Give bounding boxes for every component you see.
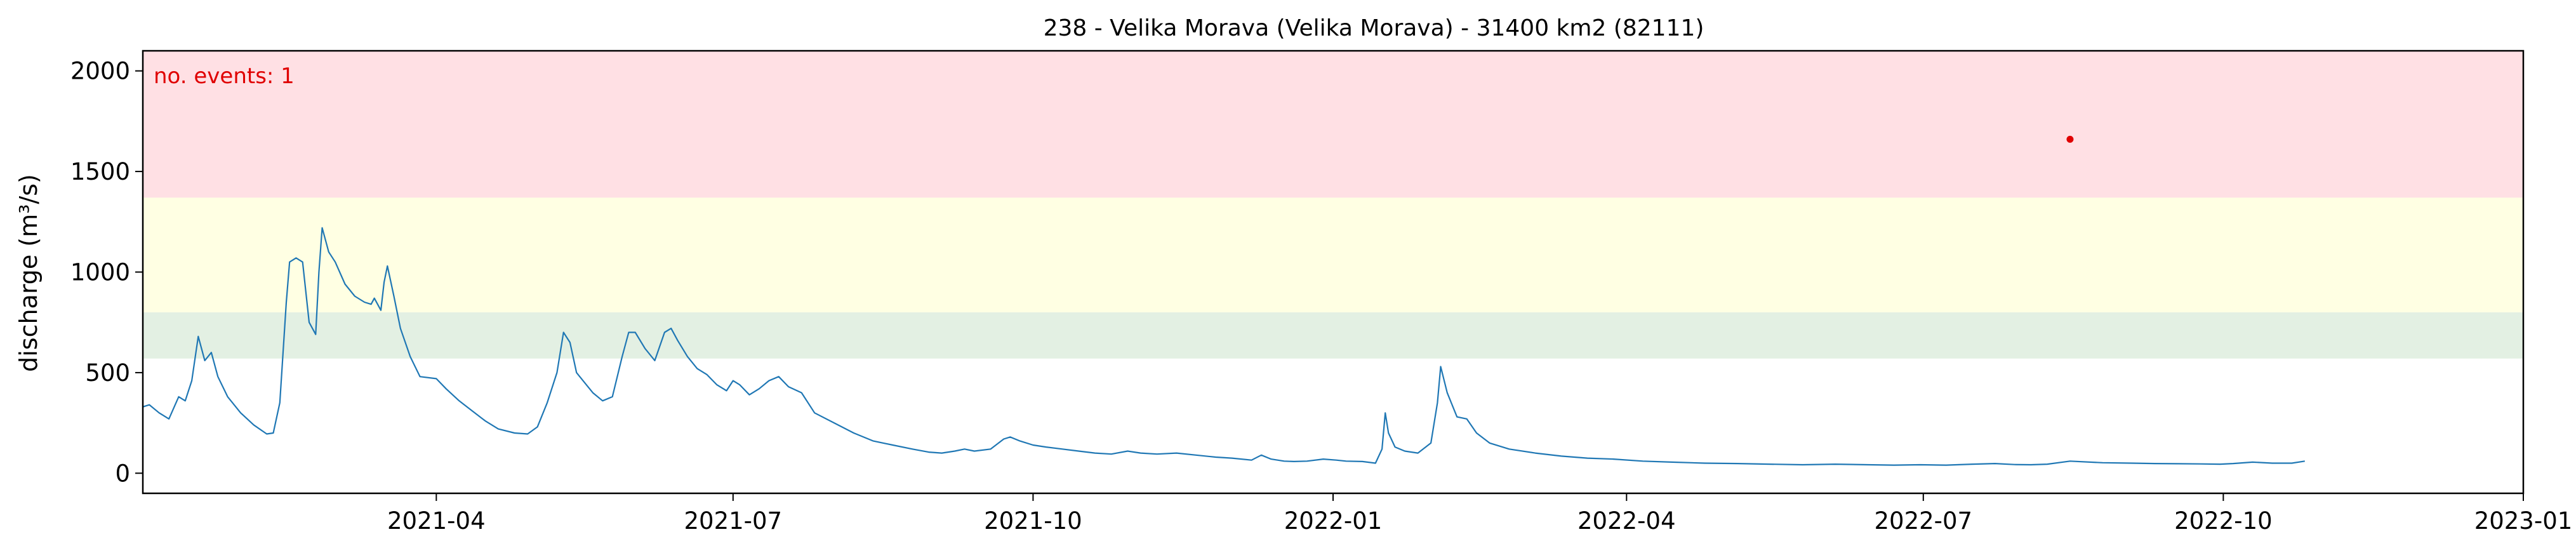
discharge-series-line	[142, 227, 2305, 466]
x-tick-label: 2023-01	[2474, 507, 2573, 535]
chart-title: 238 - Velika Morava (Velika Morava) - 31…	[1044, 15, 1704, 41]
x-axis-ticks: 2021-04 2021-07 2021-10 2022-01 2022-04 2022-…	[387, 493, 2572, 535]
plot-frame	[142, 50, 2525, 495]
y-tick-label: 1000	[70, 259, 130, 286]
y-axis-ticks: 0 500 1000 1500 2000	[70, 58, 143, 487]
y-axis-label: discharge (m³/s)	[15, 174, 43, 372]
y-tick-label: 0	[115, 460, 130, 487]
threshold-band-1	[143, 312, 2523, 359]
x-tick-label: 2021-07	[684, 507, 782, 535]
x-tick-label: 2022-07	[1874, 507, 1972, 535]
threshold-band-2	[143, 197, 2523, 312]
x-tick-label: 2022-04	[1577, 507, 1676, 535]
x-tick-label: 2022-01	[1284, 507, 1383, 535]
threshold-band-3	[143, 51, 2523, 198]
event-marker-1	[2066, 135, 2074, 143]
series-layer	[142, 227, 2305, 466]
y-tick-label: 1500	[70, 158, 130, 185]
y-tick-label: 500	[85, 359, 130, 387]
y-tick-label: 2000	[70, 58, 130, 85]
x-tick-label: 2021-10	[984, 507, 1082, 535]
x-tick-label: 2022-10	[2174, 507, 2273, 535]
event-count-annotation: no. events: 1	[154, 63, 295, 89]
x-tick-label: 2021-04	[387, 507, 486, 535]
threshold-bands	[143, 51, 2523, 359]
events-layer	[2066, 135, 2074, 143]
